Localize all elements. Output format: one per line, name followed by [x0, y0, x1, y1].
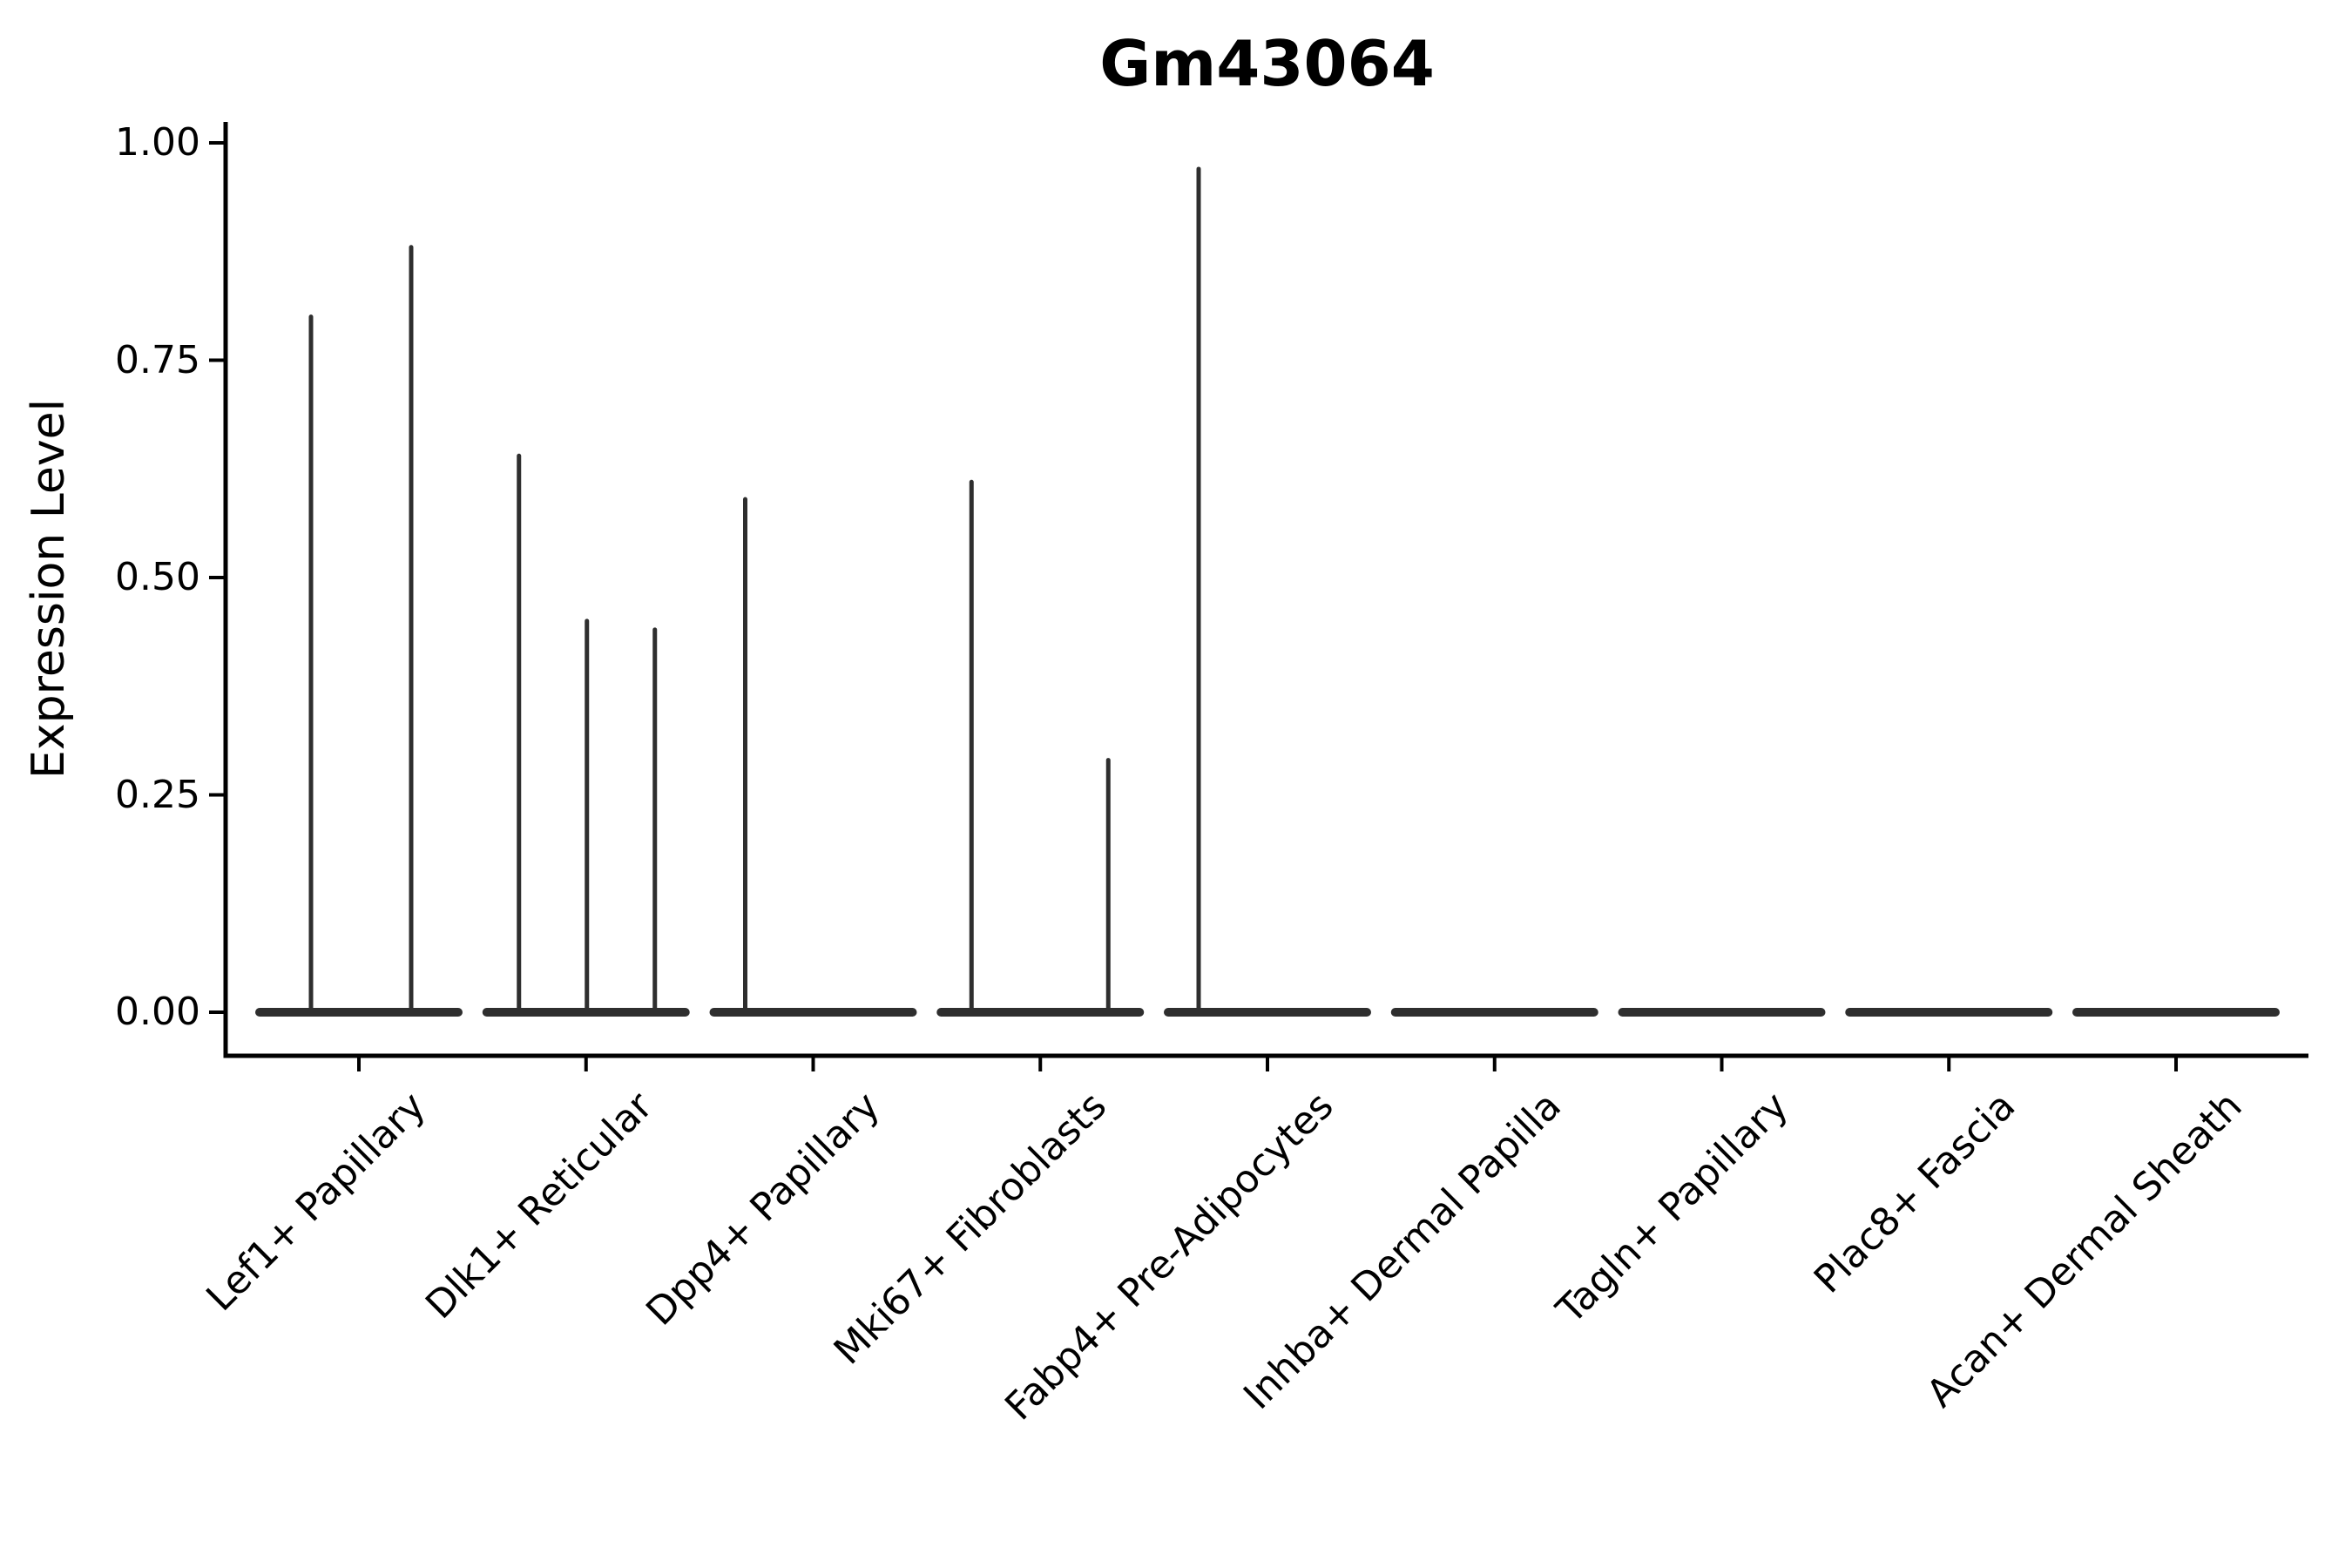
y-tick-label: 1.00: [115, 120, 200, 165]
y-tick-label: 0.50: [115, 555, 200, 599]
y-tick-label: 0.25: [115, 772, 200, 817]
y-tick-label: 0.75: [115, 337, 200, 382]
y-tick-label: 0.00: [115, 990, 200, 1034]
chart-title: Gm43064: [1099, 27, 1435, 100]
